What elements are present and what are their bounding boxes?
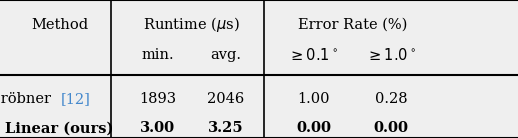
Text: avg.: avg. [210, 48, 241, 62]
Text: 2046: 2046 [207, 92, 244, 106]
Text: Runtime ($\mu$s): Runtime ($\mu$s) [143, 15, 240, 34]
Text: 0.00: 0.00 [373, 121, 409, 135]
Text: $\geq 0.1^\circ$: $\geq 0.1^\circ$ [289, 47, 338, 63]
Text: Gröbner: Gröbner [0, 92, 57, 106]
Text: 3.25: 3.25 [208, 121, 243, 135]
Text: min.: min. [142, 48, 174, 62]
Text: Method: Method [31, 18, 88, 32]
Text: 0.00: 0.00 [296, 121, 331, 135]
Text: 1893: 1893 [139, 92, 177, 106]
Text: 3.00: 3.00 [140, 121, 176, 135]
Text: Linear (ours): Linear (ours) [5, 121, 114, 135]
Text: 0.28: 0.28 [375, 92, 407, 106]
Text: $\geq 1.0^\circ$: $\geq 1.0^\circ$ [366, 47, 416, 63]
Text: Error Rate (%): Error Rate (%) [297, 18, 407, 32]
Text: [12]: [12] [61, 92, 91, 106]
Text: 1.00: 1.00 [297, 92, 329, 106]
